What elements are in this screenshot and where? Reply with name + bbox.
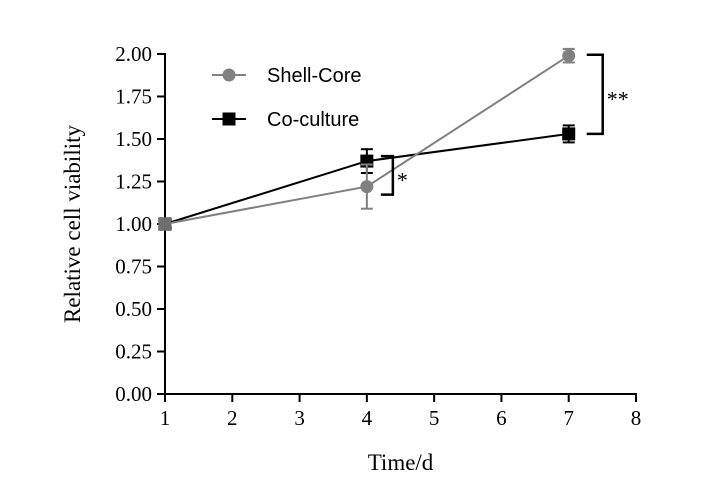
data-point: [562, 127, 576, 141]
legend-item: Co-culture: [212, 109, 359, 131]
x-tick-label: 7: [563, 406, 574, 430]
legend: Shell-Core Co-culture: [212, 65, 361, 131]
legend-marker-circle: [222, 68, 236, 82]
x-axis-title: Time/d: [368, 450, 434, 475]
axes: [164, 53, 637, 395]
y-tick-label: 0.25: [115, 340, 152, 364]
data-point-overlap: [159, 218, 171, 230]
data-point: [562, 49, 576, 63]
y-tick-label: 1.25: [115, 170, 152, 194]
significance-bracket: [586, 53, 604, 136]
y-tick-label: 1.75: [115, 85, 152, 109]
significance-brackets: ***: [380, 53, 629, 196]
x-tick-label: 1: [160, 406, 171, 430]
significance-label: *: [397, 167, 408, 192]
y-tick-label: 0.75: [115, 255, 152, 279]
legend-label: Co-culture: [267, 109, 359, 131]
y-tick-label: 1.00: [115, 212, 152, 236]
legend-label: Shell-Core: [267, 65, 361, 87]
data-point: [360, 180, 374, 194]
x-tick-label: 6: [496, 406, 507, 430]
significance-label: **: [607, 86, 629, 111]
legend-item: Shell-Core: [212, 65, 361, 87]
y-axis-ticks: 0.00 0.25 0.50 0.75 1.00 1.25 1.50 1.75 2.00: [115, 42, 165, 406]
x-tick-label: 8: [631, 406, 642, 430]
significance-bracket: [380, 154, 395, 196]
y-tick-label: 1.50: [115, 127, 152, 151]
y-tick-label: 0.50: [115, 297, 152, 321]
legend-marker-square: [222, 112, 236, 126]
x-tick-label: 2: [227, 406, 238, 430]
series-layer: [158, 47, 576, 231]
x-tick-label: 3: [294, 406, 305, 430]
y-tick-label: 0.00: [115, 382, 152, 406]
x-tick-label: 4: [362, 406, 373, 430]
y-axis-title: Relative cell viability: [60, 125, 85, 323]
x-axis-ticks: 1 2 3 4 5 6 7 8: [160, 394, 642, 430]
series-shell-core: [158, 47, 576, 231]
y-tick-label: 2.00: [115, 42, 152, 66]
x-tick-label: 5: [429, 406, 440, 430]
